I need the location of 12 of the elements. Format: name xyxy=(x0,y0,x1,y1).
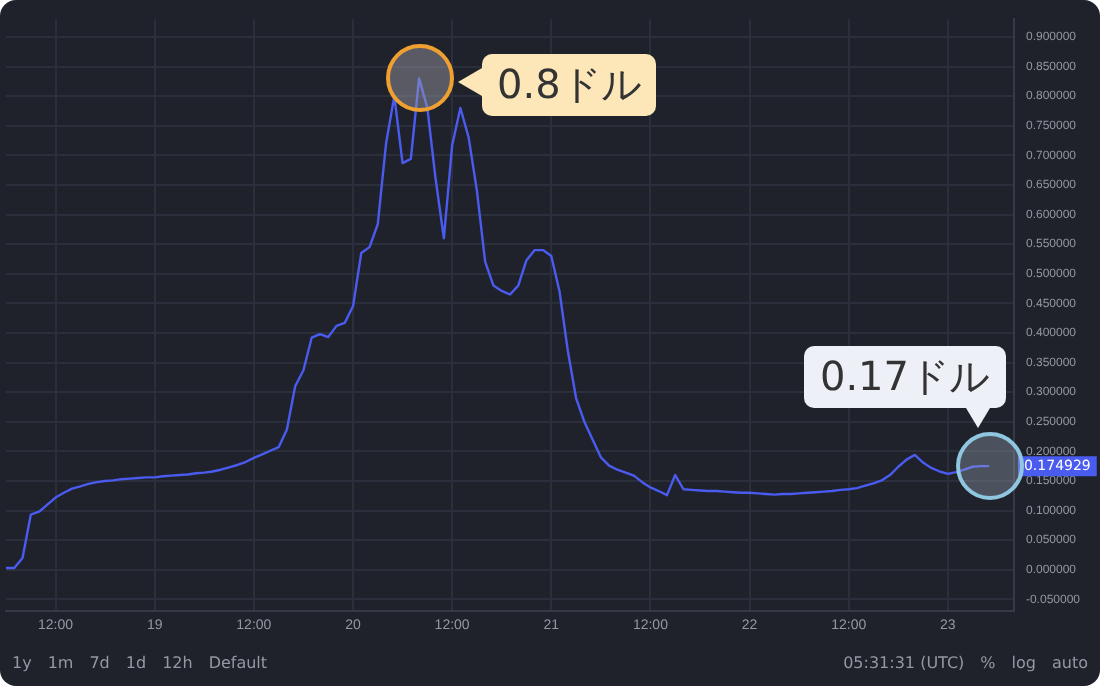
text: Default xyxy=(208,654,268,672)
text: 05:31:31 (UTC) xyxy=(843,654,965,672)
text: log xyxy=(1011,654,1036,672)
annotation: 0.8ドル xyxy=(481,53,657,116)
text: % xyxy=(980,654,996,672)
text: auto xyxy=(1051,654,1088,672)
annotation: 0.17ドル xyxy=(803,346,1005,409)
text: 1y xyxy=(12,654,32,672)
text: 1d xyxy=(125,654,147,672)
text: 7d xyxy=(89,654,110,672)
text: 12h xyxy=(162,654,193,672)
text: 1m xyxy=(47,654,74,672)
